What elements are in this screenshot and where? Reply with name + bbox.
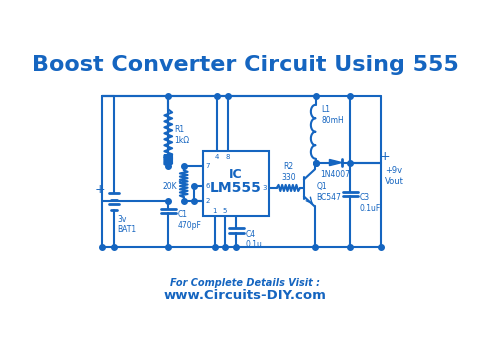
Text: IC: IC bbox=[229, 168, 243, 181]
Text: Boost Converter Circuit Using 555: Boost Converter Circuit Using 555 bbox=[32, 55, 458, 75]
Text: +: + bbox=[95, 183, 105, 196]
Text: LM555: LM555 bbox=[210, 181, 262, 194]
Text: www.Circuits-DIY.com: www.Circuits-DIY.com bbox=[163, 289, 326, 302]
Text: For Complete Details Visit :: For Complete Details Visit : bbox=[170, 278, 320, 288]
Text: 4: 4 bbox=[215, 154, 219, 160]
Text: 3: 3 bbox=[262, 185, 267, 191]
Text: 2: 2 bbox=[206, 198, 210, 204]
Bar bbox=[203, 151, 269, 216]
Text: 8: 8 bbox=[226, 154, 230, 160]
Text: L1
80mH: L1 80mH bbox=[322, 105, 345, 125]
Text: 6: 6 bbox=[206, 183, 210, 189]
Text: 7: 7 bbox=[206, 163, 210, 170]
Text: Q1
BC547: Q1 BC547 bbox=[316, 182, 341, 202]
Text: 20K: 20K bbox=[163, 181, 177, 190]
Text: 3v
BAT1: 3v BAT1 bbox=[117, 215, 136, 234]
Text: 1: 1 bbox=[213, 208, 217, 214]
Text: C4
0.1u: C4 0.1u bbox=[246, 230, 262, 249]
Polygon shape bbox=[329, 159, 342, 166]
Text: +: + bbox=[380, 150, 391, 163]
Text: R2
330: R2 330 bbox=[281, 162, 296, 182]
Text: +9v
Vout: +9v Vout bbox=[385, 166, 404, 186]
Text: C1
470pF: C1 470pF bbox=[177, 210, 201, 230]
Text: R1
1kΩ: R1 1kΩ bbox=[174, 125, 190, 144]
Text: 1N4007: 1N4007 bbox=[320, 170, 350, 179]
Text: C3
0.1uF: C3 0.1uF bbox=[359, 193, 381, 213]
Text: 5: 5 bbox=[223, 208, 227, 214]
